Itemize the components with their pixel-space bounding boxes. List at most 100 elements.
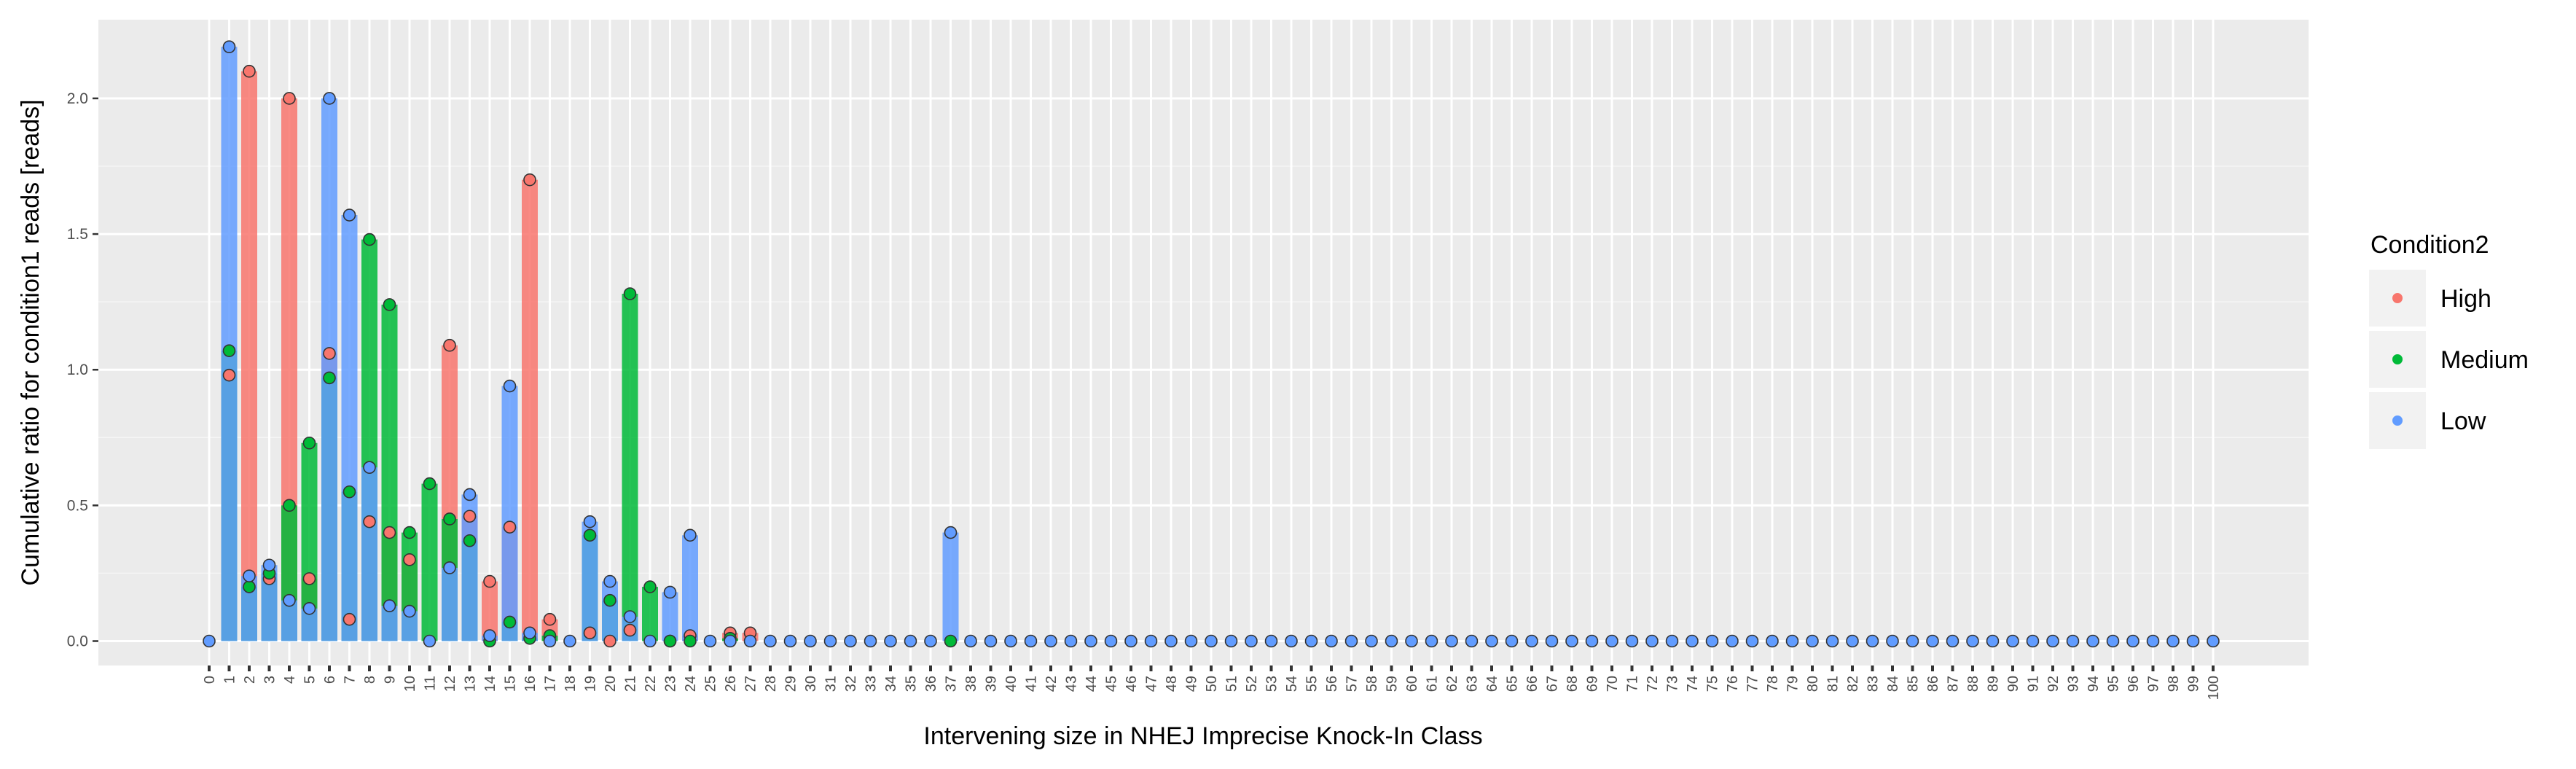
x-tick-label: 79 [1785,676,1801,692]
x-tick-label: 38 [963,676,979,692]
point-medium-12 [443,512,456,526]
point-medium-21 [623,287,637,300]
x-tick-label: 25 [703,676,719,692]
point-low-9 [383,599,396,612]
point-low-88 [1966,634,1979,648]
point-low-83 [1866,634,1879,648]
point-low-15 [503,379,517,393]
point-low-100 [2207,634,2220,648]
x-tick-label: 51 [1224,676,1240,692]
point-low-90 [2006,634,2019,648]
point-low-89 [1986,634,2000,648]
bar-low-12 [442,567,458,641]
point-medium-7 [342,485,356,499]
x-tick-label: 100 [2206,676,2222,700]
point-low-98 [2166,634,2180,648]
point-low-97 [2146,634,2160,648]
point-medium-8 [363,233,376,246]
x-tick-label: 43 [1064,676,1080,692]
x-tick-label: 60 [1404,676,1420,692]
point-low-50 [1205,634,1218,648]
x-tick-label: 74 [1685,676,1701,692]
point-low-81 [1825,634,1839,648]
x-tick-label: 15 [503,676,519,692]
x-tick-label: 27 [743,676,759,692]
x-tick-label: 0 [202,676,218,684]
x-tick-label: 50 [1204,676,1220,692]
legend-swatch-medium [2392,354,2403,364]
x-tick-label: 47 [1144,676,1160,692]
bar-high-2 [241,71,257,641]
legend: Condition2 High Medium Low [2369,231,2529,449]
x-tick-label: 90 [2005,676,2021,692]
x-tick-label: 67 [1545,676,1561,692]
x-tick-label: 89 [1986,676,2002,692]
point-low-66 [1525,634,1538,648]
point-low-67 [1545,634,1559,648]
x-tick-label: 29 [783,676,799,692]
point-low-31 [823,634,837,648]
point-low-79 [1785,634,1799,648]
x-tick-label: 1 [222,676,238,684]
point-low-86 [1926,634,1939,648]
x-tick-label: 30 [803,676,819,692]
point-low-64 [1485,634,1498,648]
x-tick-label: 54 [1284,676,1300,692]
point-low-99 [2186,634,2200,648]
point-low-27 [743,634,757,648]
point-medium-5 [302,436,316,450]
point-high-14 [483,574,496,588]
x-tick-label: 91 [2026,676,2042,692]
x-tick-label: 9 [383,676,399,684]
bar-low-6 [321,98,337,641]
bar-medium-11 [421,483,438,641]
point-low-17 [543,634,557,648]
x-tick-label: 58 [1364,676,1380,692]
point-medium-13 [463,534,477,547]
x-tick-label: 5 [302,676,318,684]
point-low-44 [1084,634,1097,648]
point-low-20 [603,574,616,588]
point-low-42 [1044,634,1057,648]
point-low-69 [1585,634,1599,648]
x-tick-label: 2 [242,676,258,684]
point-high-5 [302,572,316,585]
y-axis-title: Cumulative ratio for condition1 reads [r… [17,99,44,585]
point-high-1 [222,368,236,382]
point-low-21 [623,610,637,623]
y-axis: 0.0 0.5 1.0 1.5 2.0 [67,90,98,649]
point-low-92 [2046,634,2059,648]
point-low-6 [323,92,336,105]
point-low-85 [1906,634,1919,648]
x-tick-label: 39 [984,676,1000,692]
point-low-43 [1064,634,1078,648]
point-low-37 [944,526,958,539]
x-tick-label: 65 [1505,676,1521,692]
point-low-28 [764,634,777,648]
point-low-84 [1886,634,1899,648]
point-low-12 [443,561,456,574]
x-tick-label: 44 [1084,676,1100,692]
point-high-21 [623,623,637,637]
point-low-32 [844,634,857,648]
x-tick-label: 10 [402,676,418,692]
bar-low-13 [461,494,478,641]
point-high-2 [243,64,256,78]
bar-medium-9 [381,304,398,641]
point-high-6 [323,347,336,360]
x-tick-label: 16 [522,676,539,692]
point-low-65 [1505,634,1519,648]
x-tick-label: 78 [1765,676,1781,692]
point-low-56 [1325,634,1338,648]
point-high-17 [543,612,557,626]
point-high-8 [363,515,376,528]
x-tick-label: 63 [1465,676,1481,692]
x-tick-label: 76 [1725,676,1741,692]
point-low-51 [1224,634,1238,648]
bar-low-10 [402,611,418,641]
point-low-71 [1625,634,1639,648]
point-low-5 [302,602,316,615]
x-tick-label: 83 [1866,676,1882,692]
point-medium-24 [684,634,697,648]
point-low-53 [1264,634,1278,648]
